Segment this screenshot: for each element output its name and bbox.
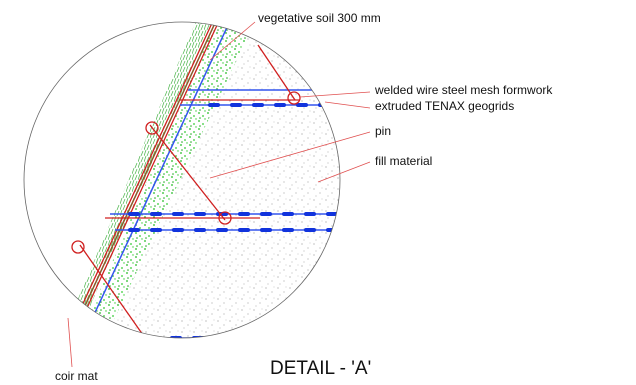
label: pin xyxy=(375,124,391,138)
label: vegetative soil 300 mm xyxy=(258,11,381,25)
label: coir mat xyxy=(55,369,98,383)
label: extruded TENAX geogrids xyxy=(375,99,514,113)
section xyxy=(52,0,400,360)
label: welded wire steel mesh formwork xyxy=(374,83,553,97)
title: DETAIL - 'A' xyxy=(270,358,371,379)
label: fill material xyxy=(375,154,432,168)
diagram: vegetative soil 300 mm welded wire steel… xyxy=(0,0,636,385)
